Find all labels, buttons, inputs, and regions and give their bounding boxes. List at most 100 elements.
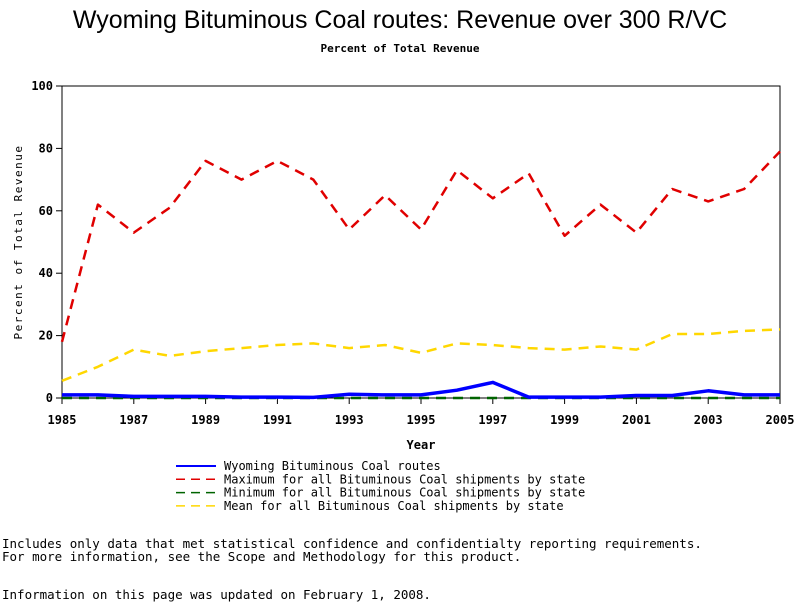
y-tick-label: 0 (46, 391, 53, 405)
data-point (276, 396, 278, 398)
chart-title: Wyoming Bituminous Coal routes: Revenue … (72, 6, 728, 34)
x-axis-label: Year (407, 438, 436, 452)
data-point (97, 394, 99, 396)
plot-frame (61, 85, 781, 399)
data-point (384, 397, 386, 399)
data-point (707, 333, 709, 335)
data-point (743, 330, 745, 332)
data-point (456, 389, 458, 391)
data-point (420, 397, 422, 399)
data-point (384, 194, 386, 196)
data-point (671, 394, 673, 396)
data-point (204, 395, 206, 397)
data-point (133, 231, 135, 233)
data-point (276, 160, 278, 162)
series-line-0 (62, 380, 780, 400)
data-point (61, 397, 63, 399)
data-point (97, 366, 99, 368)
data-point (563, 348, 565, 350)
data-point (671, 333, 673, 335)
y-axis-label: Percent of Total Revenue (12, 145, 25, 340)
data-point (204, 160, 206, 162)
footnote-updated: Information on this page was updated on … (2, 587, 431, 602)
y-tick-label: 80 (39, 141, 53, 155)
x-tick-label: 1985 (48, 413, 77, 427)
data-point (492, 381, 494, 383)
chart-subtitle: Percent of Total Revenue (320, 42, 480, 55)
data-point (707, 200, 709, 202)
data-point (456, 397, 458, 399)
data-point (635, 394, 637, 396)
series-line-3 (61, 328, 781, 382)
data-point (707, 390, 709, 392)
data-point (420, 394, 422, 396)
data-point (599, 203, 601, 205)
line-chart: 0 20 40 60 80 100 1985 1987 1989 1991 1993 1995 1997… (12, 79, 795, 513)
data-point (204, 350, 206, 352)
data-point (169, 395, 171, 397)
data-point (420, 228, 422, 230)
data-point (743, 188, 745, 190)
data-point (240, 347, 242, 349)
x-tick-label: 2001 (622, 413, 651, 427)
data-point (563, 396, 565, 398)
x-tick-label: 1987 (119, 413, 148, 427)
data-point (779, 394, 781, 396)
x-tick-label: 1989 (191, 413, 220, 427)
data-point (635, 348, 637, 350)
data-point (635, 231, 637, 233)
data-point (384, 344, 386, 346)
data-point (456, 169, 458, 171)
data-point (276, 344, 278, 346)
x-tick-label: 2003 (694, 413, 723, 427)
x-tick-label: 1995 (407, 413, 436, 427)
data-point (563, 235, 565, 237)
x-tick-label: 1991 (263, 413, 292, 427)
data-point (240, 178, 242, 180)
x-tick-label: 1999 (550, 413, 579, 427)
data-point (133, 395, 135, 397)
data-point (492, 397, 494, 399)
data-point (169, 206, 171, 208)
series-line-1 (60, 150, 781, 343)
data-point (528, 172, 530, 174)
data-point (599, 396, 601, 398)
x-tick-label: 1997 (478, 413, 507, 427)
y-tick-label: 40 (39, 266, 53, 280)
y-tick-label: 60 (39, 204, 53, 218)
legend-label: Wyoming Bituminous Coal routes (224, 459, 441, 473)
y-tick-label: 20 (39, 329, 53, 343)
data-point (743, 394, 745, 396)
data-point (312, 342, 314, 344)
data-point (97, 203, 99, 205)
data-point (707, 397, 709, 399)
data-point (240, 396, 242, 398)
data-point (384, 394, 386, 396)
footnote-methodology: For more information, see the Scope and … (2, 549, 522, 564)
data-point (743, 397, 745, 399)
data-point (133, 348, 135, 350)
legend-label: Maximum for all Bituminous Coal shipment… (224, 472, 585, 486)
x-tick-label: 1993 (335, 413, 364, 427)
data-point (779, 328, 781, 330)
data-point (97, 397, 99, 399)
legend-label: Minimum for all Bituminous Coal shipment… (224, 486, 585, 500)
data-point (348, 393, 350, 395)
data-point (61, 380, 63, 382)
data-point (169, 355, 171, 357)
data-point (348, 347, 350, 349)
data-point (420, 352, 422, 354)
data-point (599, 345, 601, 347)
data-point (779, 397, 781, 399)
data-point (528, 347, 530, 349)
legend-label: Mean for all Bituminous Coal shipments b… (224, 499, 564, 513)
data-point (671, 188, 673, 190)
data-point (312, 396, 314, 398)
data-point (348, 397, 350, 399)
data-point (456, 342, 458, 344)
footnote-confidentiality: Includes only data that met statistical … (2, 536, 702, 551)
x-tick-label: 2005 (766, 413, 795, 427)
data-point (528, 396, 530, 398)
y-tick-label: 100 (31, 79, 53, 93)
data-point (312, 178, 314, 180)
